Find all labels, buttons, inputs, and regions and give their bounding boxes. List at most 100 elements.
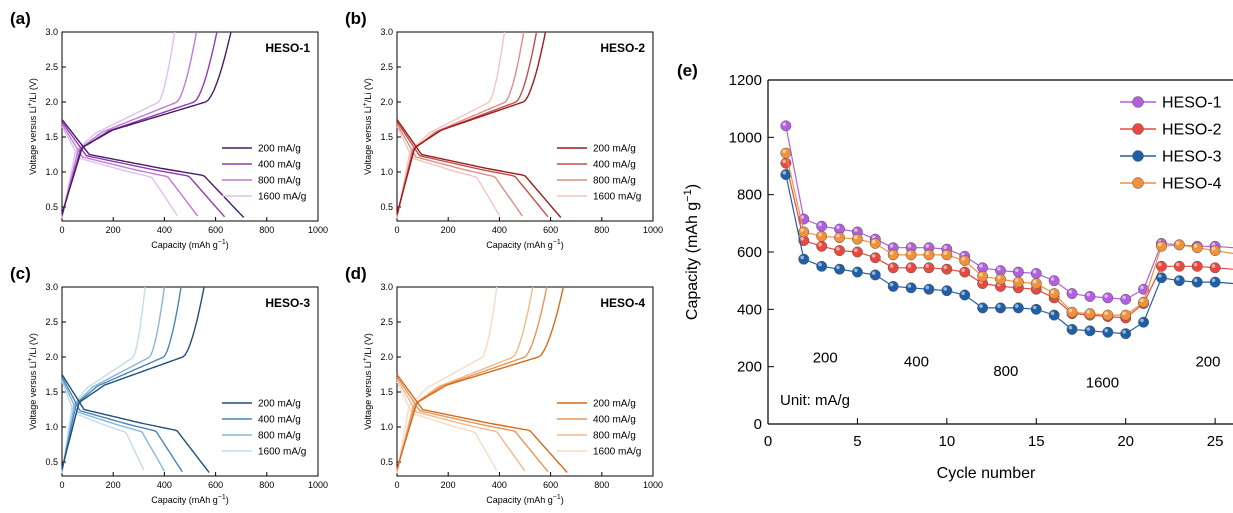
curves bbox=[61, 31, 245, 219]
x-axis-label: Cycle number bbox=[937, 465, 1036, 482]
data-point bbox=[1191, 276, 1203, 288]
x-tick-label: 600 bbox=[208, 480, 223, 490]
x-tick-label: 1000 bbox=[308, 480, 328, 490]
data-point-highlight bbox=[925, 244, 930, 248]
legend-marker bbox=[1132, 177, 1144, 189]
data-point-highlight bbox=[889, 244, 894, 248]
legend-label: 800 mA/g bbox=[593, 176, 636, 187]
data-point-highlight bbox=[836, 225, 840, 230]
data-point bbox=[1030, 268, 1042, 279]
data-point-highlight bbox=[943, 287, 948, 291]
data-point bbox=[995, 302, 1006, 314]
data-point bbox=[798, 226, 810, 238]
x-tick-label: 25 bbox=[1207, 433, 1224, 450]
data-point bbox=[1102, 292, 1114, 304]
x-tick-label: 0 bbox=[59, 225, 64, 235]
curves bbox=[61, 286, 210, 474]
panel-letter: (e) bbox=[677, 61, 698, 80]
panel-c: 0 200 400 600 800 1000 0.5 1.0 1.5 2.0 2.5 3.0 Capac… bbox=[10, 264, 328, 505]
data-point-highlight bbox=[1211, 246, 1216, 251]
legend-label: 200 mA/g bbox=[258, 144, 301, 155]
data-point bbox=[869, 269, 881, 281]
data-point-highlight bbox=[782, 122, 787, 126]
discharge-curve-200-mA-g bbox=[61, 374, 210, 473]
data-point-highlight bbox=[782, 149, 787, 154]
y-tick-label: 2.0 bbox=[380, 97, 393, 107]
y-tick-label: 0.5 bbox=[380, 457, 393, 467]
x-tick-label: 800 bbox=[594, 480, 609, 490]
data-point-highlight bbox=[1032, 279, 1037, 284]
data-point-highlight bbox=[925, 285, 930, 290]
panel-e: 0 5 10 15 20 25 0 200 400 600 800 1000 1200 Cycle num… bbox=[677, 61, 1233, 482]
data-point bbox=[941, 249, 953, 261]
x-tick-label: 10 bbox=[939, 433, 956, 450]
x-tick-label: 0 bbox=[394, 480, 399, 490]
data-point bbox=[1120, 309, 1132, 321]
data-point-highlight bbox=[1050, 289, 1055, 294]
discharge-curve-200-mA-g bbox=[61, 119, 245, 218]
charge-curve-800-mA-g bbox=[396, 31, 525, 217]
y-tick-label: 0.5 bbox=[45, 202, 58, 212]
rate-label: 800 bbox=[993, 363, 1018, 380]
data-point-highlight bbox=[889, 264, 894, 268]
data-point-highlight bbox=[907, 284, 912, 288]
rate-label: 1600 bbox=[1086, 374, 1119, 391]
x-tick-label: 200 bbox=[106, 225, 121, 235]
data-point-highlight bbox=[943, 265, 948, 270]
data-point-highlight bbox=[854, 235, 858, 240]
data-point-highlight bbox=[907, 264, 912, 268]
data-point bbox=[1030, 303, 1042, 315]
x-tick-label: 400 bbox=[492, 225, 507, 235]
y-tick-label: 0.5 bbox=[45, 457, 58, 467]
panel-letter: (b) bbox=[345, 9, 367, 28]
legend-marker bbox=[1132, 150, 1144, 162]
x-tick-label: 0 bbox=[59, 480, 64, 490]
data-point bbox=[905, 262, 917, 274]
data-point-highlight bbox=[1158, 262, 1162, 267]
x-tick-label: 200 bbox=[441, 225, 456, 235]
data-point-highlight bbox=[1068, 289, 1073, 294]
legend: 200 mA/g 400 mA/g 800 mA/g 1600 mA/g bbox=[222, 399, 306, 458]
data-point-highlight bbox=[1140, 318, 1144, 323]
x-axis-label: Capacity (mAh g−1) bbox=[486, 239, 564, 250]
data-point-highlight bbox=[925, 264, 930, 268]
data-point-highlight bbox=[871, 254, 876, 258]
data-point bbox=[851, 266, 863, 278]
curves bbox=[396, 31, 562, 219]
legend-label: 800 mA/g bbox=[593, 431, 636, 442]
data-point bbox=[1048, 309, 1060, 321]
data-point-highlight bbox=[782, 171, 787, 175]
x-tick-label: 1000 bbox=[643, 480, 663, 490]
x-tick-label: 400 bbox=[157, 225, 172, 235]
data-point bbox=[798, 253, 810, 265]
y-tick-label: 1.5 bbox=[45, 132, 58, 142]
data-point bbox=[1173, 239, 1185, 251]
data-point bbox=[1209, 262, 1221, 274]
data-point bbox=[1084, 308, 1096, 320]
data-point-highlight bbox=[1068, 308, 1073, 313]
data-point bbox=[1012, 276, 1024, 288]
data-point-highlight bbox=[836, 234, 840, 238]
legend-label: HESO-4 bbox=[1162, 176, 1222, 193]
legend-marker bbox=[1132, 96, 1144, 108]
data-point bbox=[1066, 323, 1078, 335]
data-point-highlight bbox=[1175, 241, 1180, 245]
data-point bbox=[977, 302, 989, 314]
data-point-highlight bbox=[1086, 310, 1091, 314]
data-point bbox=[1012, 266, 1024, 278]
x-axis-label: Capacity (mAh g−1) bbox=[151, 494, 229, 505]
legend-label: 1600 mA/g bbox=[593, 192, 641, 203]
y-tick-label: 2.0 bbox=[45, 352, 58, 362]
legend-label: 1600 mA/g bbox=[258, 192, 306, 203]
x-tick-label: 200 bbox=[441, 480, 456, 490]
discharge-curve-400-mA-g bbox=[396, 121, 549, 218]
data-point-highlight bbox=[818, 232, 822, 237]
legend-label: 400 mA/g bbox=[593, 415, 636, 426]
data-point-highlight bbox=[1211, 264, 1216, 268]
y-tick-label: 3.0 bbox=[380, 282, 393, 292]
data-point bbox=[923, 249, 935, 261]
data-point-highlight bbox=[836, 246, 840, 251]
data-point bbox=[959, 266, 971, 278]
y-tick-label: 2.0 bbox=[380, 352, 393, 362]
